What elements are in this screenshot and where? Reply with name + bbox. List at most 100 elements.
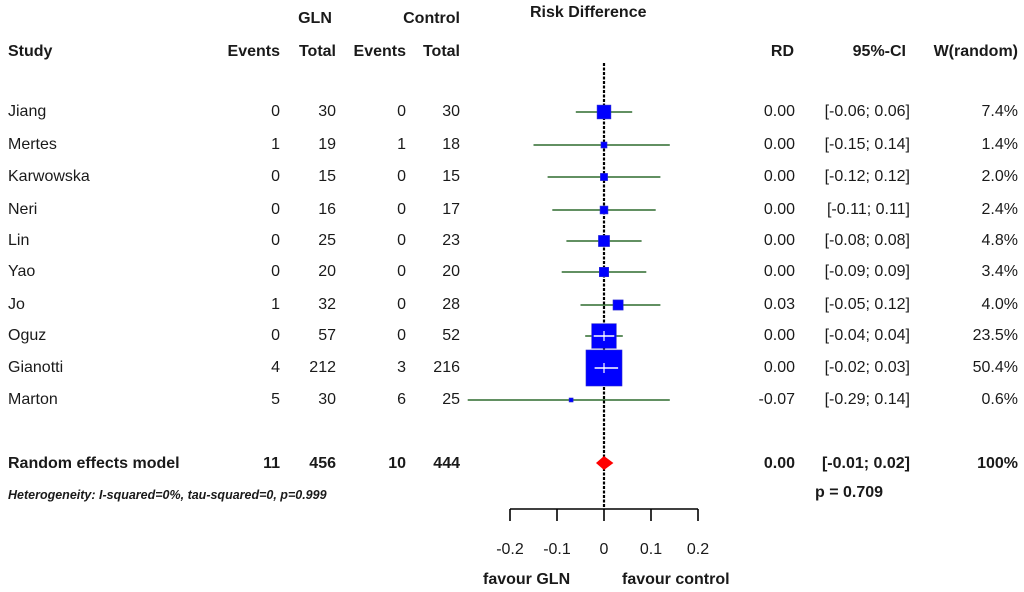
- study-name: Mertes: [8, 136, 57, 153]
- events-gln: 0: [271, 327, 280, 344]
- header-group2: Control: [403, 10, 460, 27]
- events-control: 0: [397, 103, 406, 120]
- header-events-1: Events: [227, 43, 280, 60]
- pooled-events-1: 11: [263, 455, 280, 472]
- events-control: 6: [397, 391, 406, 408]
- heterogeneity-text: Heterogeneity: I-squared=0%, tau-squared…: [8, 488, 327, 502]
- header-events-2: Events: [353, 43, 406, 60]
- pooled-rd: 0.00: [763, 455, 795, 472]
- study-name: Jiang: [8, 103, 47, 120]
- point-estimate-mertes: [600, 141, 608, 149]
- total-control: 18: [442, 136, 460, 153]
- chart-title: Risk Difference: [530, 4, 647, 21]
- x-tick-label: 0.2: [686, 541, 710, 558]
- x-tick-label: 0.1: [639, 541, 663, 558]
- x-label-left: favour GLN: [483, 571, 571, 588]
- weight-value: 7.4%: [981, 103, 1018, 120]
- study-name: Karwowska: [8, 168, 90, 185]
- total-control: 25: [442, 391, 460, 408]
- total-control: 52: [442, 327, 460, 344]
- rd-value: 0.00: [763, 136, 795, 153]
- point-estimate-marton: [568, 397, 574, 403]
- pooled-events-2: 10: [388, 455, 406, 472]
- pooled-p-value: p = 0.709: [815, 484, 884, 501]
- rd-value: 0.00: [763, 263, 795, 280]
- x-tick-label: -0.2: [496, 541, 524, 558]
- rd-value: -0.07: [758, 391, 795, 408]
- header-study: Study: [8, 43, 53, 60]
- events-control: 0: [397, 168, 406, 185]
- x-tick-label: 0: [599, 541, 609, 558]
- point-estimate-jiang: [596, 104, 612, 120]
- study-name: Oguz: [8, 327, 47, 344]
- events-gln: 1: [271, 136, 280, 153]
- point-estimate-lin: [598, 235, 610, 247]
- pooled-name: Random effects model: [8, 455, 180, 472]
- events-control: 0: [397, 201, 406, 218]
- weight-value: 23.5%: [972, 327, 1018, 344]
- weight-value: 3.4%: [981, 263, 1018, 280]
- point-estimate-karwowska: [600, 173, 608, 181]
- ci-value: [-0.12; 0.12]: [824, 168, 910, 185]
- total-control: 17: [442, 201, 460, 218]
- events-gln: 1: [271, 296, 280, 313]
- total-gln: 16: [318, 201, 336, 218]
- ci-value: [-0.15; 0.14]: [824, 136, 910, 153]
- total-control: 15: [442, 168, 460, 185]
- total-gln: 19: [318, 136, 336, 153]
- total-gln: 32: [318, 296, 336, 313]
- rd-value: 0.00: [763, 201, 795, 218]
- rd-value: 0.00: [763, 327, 795, 344]
- study-name: Jo: [8, 296, 25, 313]
- events-gln: 0: [271, 263, 280, 280]
- study-name: Lin: [8, 232, 30, 249]
- ci-value: [-0.05; 0.12]: [824, 296, 910, 313]
- weight-value: 2.0%: [981, 168, 1018, 185]
- rd-value: 0.00: [763, 359, 795, 376]
- weight-value: 4.0%: [981, 296, 1018, 313]
- rd-value: 0.00: [763, 168, 795, 185]
- events-control: 3: [397, 359, 406, 376]
- rd-value: 0.00: [763, 232, 795, 249]
- events-gln: 5: [271, 391, 280, 408]
- total-gln: 30: [318, 103, 336, 120]
- header-weight: W(random): [933, 43, 1018, 60]
- weight-value: 0.6%: [981, 391, 1018, 408]
- ci-value: [-0.11; 0.11]: [826, 201, 910, 218]
- header-ci: 95%-CI: [852, 43, 906, 60]
- events-control: 0: [397, 232, 406, 249]
- weight-value: 1.4%: [981, 136, 1018, 153]
- ci-value: [-0.09; 0.09]: [824, 263, 910, 280]
- total-control: 216: [433, 359, 460, 376]
- pooled-diamond: [596, 456, 614, 470]
- point-estimate-jo: [612, 299, 624, 311]
- total-control: 30: [442, 103, 460, 120]
- total-gln: 20: [318, 263, 336, 280]
- weight-value: 50.4%: [972, 359, 1018, 376]
- header-rd: RD: [770, 43, 794, 60]
- total-gln: 212: [309, 359, 336, 376]
- ci-value: [-0.06; 0.06]: [824, 103, 910, 120]
- ci-value: [-0.04; 0.04]: [824, 327, 910, 344]
- ci-value: [-0.29; 0.14]: [824, 391, 910, 408]
- events-gln: 0: [271, 168, 280, 185]
- total-gln: 57: [318, 327, 336, 344]
- point-estimate-neri: [599, 205, 609, 215]
- x-tick-label: -0.1: [543, 541, 571, 558]
- total-gln: 15: [318, 168, 336, 185]
- study-name: Marton: [8, 391, 58, 408]
- events-gln: 0: [271, 201, 280, 218]
- weight-value: 4.8%: [981, 232, 1018, 249]
- total-gln: 30: [318, 391, 336, 408]
- events-control: 0: [397, 327, 406, 344]
- pooled-total-2: 444: [433, 455, 460, 472]
- header-total-2: Total: [422, 43, 460, 60]
- total-control: 23: [442, 232, 460, 249]
- study-name: Neri: [8, 201, 38, 218]
- ci-value: [-0.02; 0.03]: [824, 359, 910, 376]
- events-gln: 4: [271, 359, 280, 376]
- weight-value: 2.4%: [981, 201, 1018, 218]
- total-gln: 25: [318, 232, 336, 249]
- pooled-ci: [-0.01; 0.02]: [821, 455, 910, 472]
